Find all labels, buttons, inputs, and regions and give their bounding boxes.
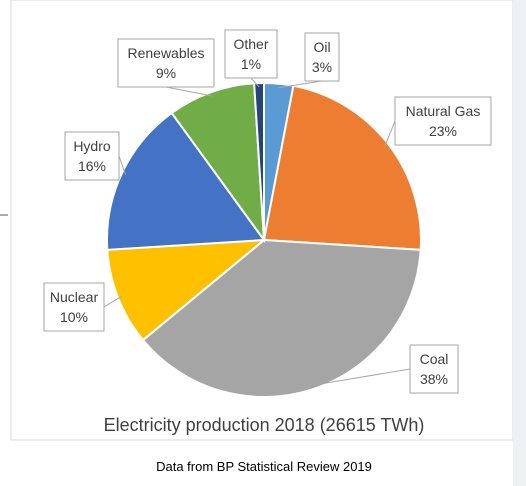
leader-line-renewables <box>165 86 213 97</box>
pie-slice-nuclear <box>106 238 268 342</box>
data-label-box-coal <box>409 344 459 394</box>
leader-line-nuclear <box>103 295 122 308</box>
data-label-name-oil: Oil <box>313 39 330 55</box>
leader-line-other <box>250 77 260 88</box>
data-label-nuclear: Nuclear 10% <box>43 282 122 332</box>
data-label-other: Other 1% <box>224 29 278 88</box>
pie-plot <box>106 81 422 398</box>
data-label-box-other <box>224 29 278 79</box>
leader-line-hydro <box>118 155 127 176</box>
data-label-value-other: 1% <box>241 56 261 72</box>
source-note: Data from BP Statistical Review 2019 <box>156 459 372 474</box>
data-label-box-hydro <box>64 131 120 181</box>
data-label-value-nuclear: 10% <box>60 309 88 325</box>
data-label-layer: Oil 3% Natural Gas 23% Coal 38% Nuclear 10% Hydr… <box>43 29 492 394</box>
data-label-name-other: Other <box>233 36 268 52</box>
data-label-value-coal: 38% <box>420 371 448 387</box>
pie-slice-hydro <box>106 111 266 251</box>
pie-slice-renewables <box>170 82 266 244</box>
data-label-oil: Oil 3% <box>278 32 340 89</box>
data-label-natural-gas: Natural Gas 23% <box>384 96 492 147</box>
data-label-box-natural-gas <box>394 96 492 146</box>
data-label-name-natural-gas: Natural Gas <box>406 103 481 119</box>
pie-slice-natural-gas <box>262 84 422 251</box>
data-label-box-oil <box>304 32 340 82</box>
data-label-box-renewables <box>117 38 215 88</box>
data-label-value-natural-gas: 23% <box>429 123 457 139</box>
data-label-value-oil: 3% <box>312 59 332 75</box>
data-label-name-nuclear: Nuclear <box>50 289 99 305</box>
data-label-box-nuclear <box>43 282 105 332</box>
leader-line-oil <box>278 80 323 89</box>
data-label-coal: Coal 38% <box>311 344 459 394</box>
data-label-hydro: Hydro 16% <box>64 131 127 181</box>
leader-line-coal <box>311 368 411 386</box>
data-label-value-hydro: 16% <box>78 158 106 174</box>
data-label-name-hydro: Hydro <box>73 138 111 154</box>
data-label-value-renewables: 9% <box>156 65 176 81</box>
leader-line-natural-gas <box>384 120 396 147</box>
chart-title: Electricity production 2018 (26615 TWh) <box>104 415 425 435</box>
pie-slice-other <box>253 81 265 241</box>
data-label-name-renewables: Renewables <box>127 45 204 61</box>
page-edge-strip <box>513 0 526 486</box>
pie-slice-coal <box>141 238 422 398</box>
data-label-renewables: Renewables 9% <box>117 38 215 97</box>
data-label-name-coal: Coal <box>420 351 449 367</box>
